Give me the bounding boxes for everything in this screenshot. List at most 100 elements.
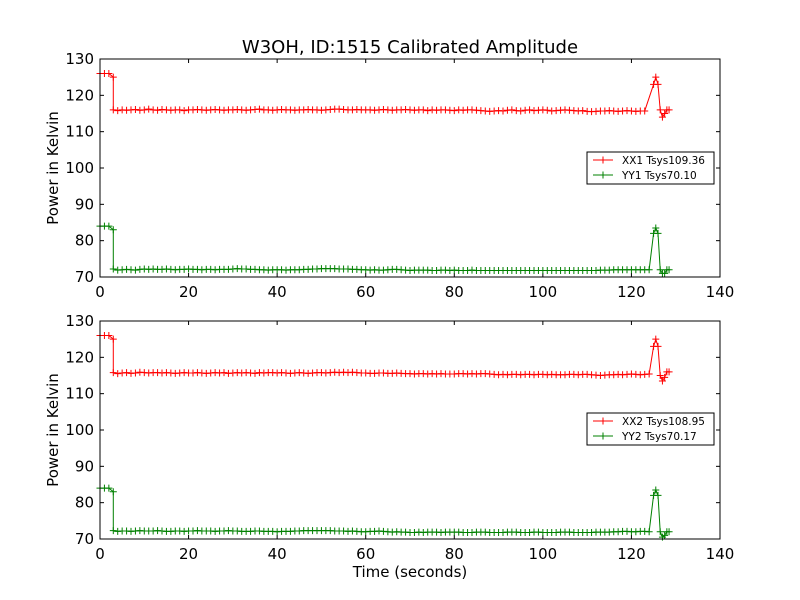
x-tick-label: 120 [617,545,646,563]
y-tick-label: 130 [65,50,94,68]
data-point-marker [109,335,117,343]
data-point-marker [652,486,660,494]
data-point-marker [645,266,653,274]
data-point-marker [661,269,669,277]
data-point-marker [109,73,117,81]
x-tick-label: 60 [356,283,375,301]
data-point-marker [105,332,113,340]
series-2 [96,484,673,541]
data-point-marker [656,266,664,274]
x-tick-label: 20 [179,283,198,301]
data-point-marker [255,105,263,113]
data-point-marker [665,528,673,536]
data-point-marker [114,370,122,378]
y-tick-label: 100 [65,421,94,439]
data-point-marker [656,372,664,379]
data-point-marker [105,70,113,78]
legend-marker [599,432,607,440]
data-point-marker [109,106,117,114]
data-point-marker [652,335,660,343]
legend-label: XX1 Tsys109.36 [622,155,705,167]
data-point-marker [180,107,188,115]
plot-panel-2: 0 20 40 60 80 100 120 140 70 80 90 100 110 120 130 Powe… [44,312,734,563]
series-2 [96,222,673,277]
x-tick-label: 40 [268,545,287,563]
legend-label: XX2 Tsys108.95 [622,416,705,428]
x-tick-label: 120 [617,283,646,301]
data-point-marker [154,106,162,114]
legend-box [586,412,715,446]
x-axis-label: Time (seconds) [352,563,468,581]
data-point-marker [543,106,551,114]
data-point-marker [665,368,673,376]
series-1 [96,70,673,121]
y-tick-label: 110 [65,385,94,403]
legend-box [586,151,715,185]
legend-marker [599,156,607,164]
data-point-marker [109,527,117,535]
x-tick-label: 80 [445,283,464,301]
data-point-marker [140,106,148,114]
x-tick-label: 100 [529,283,558,301]
x-tick-label: 100 [529,545,558,563]
data-point-marker [105,222,113,230]
data-point-marker [579,107,587,115]
data-point-marker [661,531,669,539]
y-tick-label: 110 [65,123,94,141]
legend-label: YY1 Tsys70.10 [621,170,697,182]
data-point-marker [131,266,139,274]
x-tick-label: 140 [706,545,735,563]
data-point-marker [145,105,153,113]
plots-group: 0 20 40 60 80 100 120 140 70 80 90 100 110 120 130 Powe… [44,50,734,563]
data-point-marker [508,106,516,114]
data-point-marker [517,107,525,115]
data-point-marker [251,369,259,377]
axes-frame [99,320,721,540]
data-point-marker [109,369,117,377]
data-point-marker [131,369,139,377]
data-point-marker [654,491,662,499]
y-tick-label: 80 [75,232,94,250]
legend-label: YY2 Tsys70.17 [621,431,697,443]
data-point-marker [658,377,666,385]
data-point-marker [661,373,669,381]
y-tick-label: 70 [75,530,94,548]
data-point-marker [652,224,660,232]
data-point-marker [656,106,664,114]
y-tick-label: 90 [75,195,94,213]
data-point-marker [499,107,507,115]
data-point-marker [450,107,458,115]
legend-marker [599,417,607,425]
data-point-marker [665,266,673,274]
chart-title: W3OH, ID:1515 Calibrated Amplitude [242,37,578,58]
y-tick-label: 90 [75,457,94,475]
data-point-marker [656,528,664,536]
y-tick-label: 120 [65,86,94,104]
data-point-marker [105,484,113,492]
data-point-marker [109,488,117,496]
data-point-marker [652,73,660,81]
data-point-marker [641,107,649,115]
data-point-marker [109,265,117,273]
data-point-marker [654,80,662,88]
data-point-marker [220,369,228,377]
data-point-marker [109,226,117,234]
axes-frame [99,58,721,278]
x-tick-label: 80 [445,545,464,563]
plot-panel-1: 0 20 40 60 80 100 120 140 70 80 90 100 110 120 130 Powe… [44,50,734,301]
y-tick-label: 80 [75,494,94,512]
x-tick-label: 0 [95,545,105,563]
data-point-marker [654,342,662,350]
y-axis-label: Power in Kelvin [44,373,62,487]
x-tick-label: 60 [356,545,375,563]
y-tick-label: 130 [65,312,94,330]
data-point-marker [654,229,662,237]
data-point-marker [658,113,666,121]
data-point-marker [131,106,139,114]
data-point-marker [526,106,534,114]
y-tick-label: 100 [65,159,94,177]
data-point-marker [645,370,653,378]
x-tick-label: 140 [706,283,735,301]
data-point-marker [123,369,131,377]
